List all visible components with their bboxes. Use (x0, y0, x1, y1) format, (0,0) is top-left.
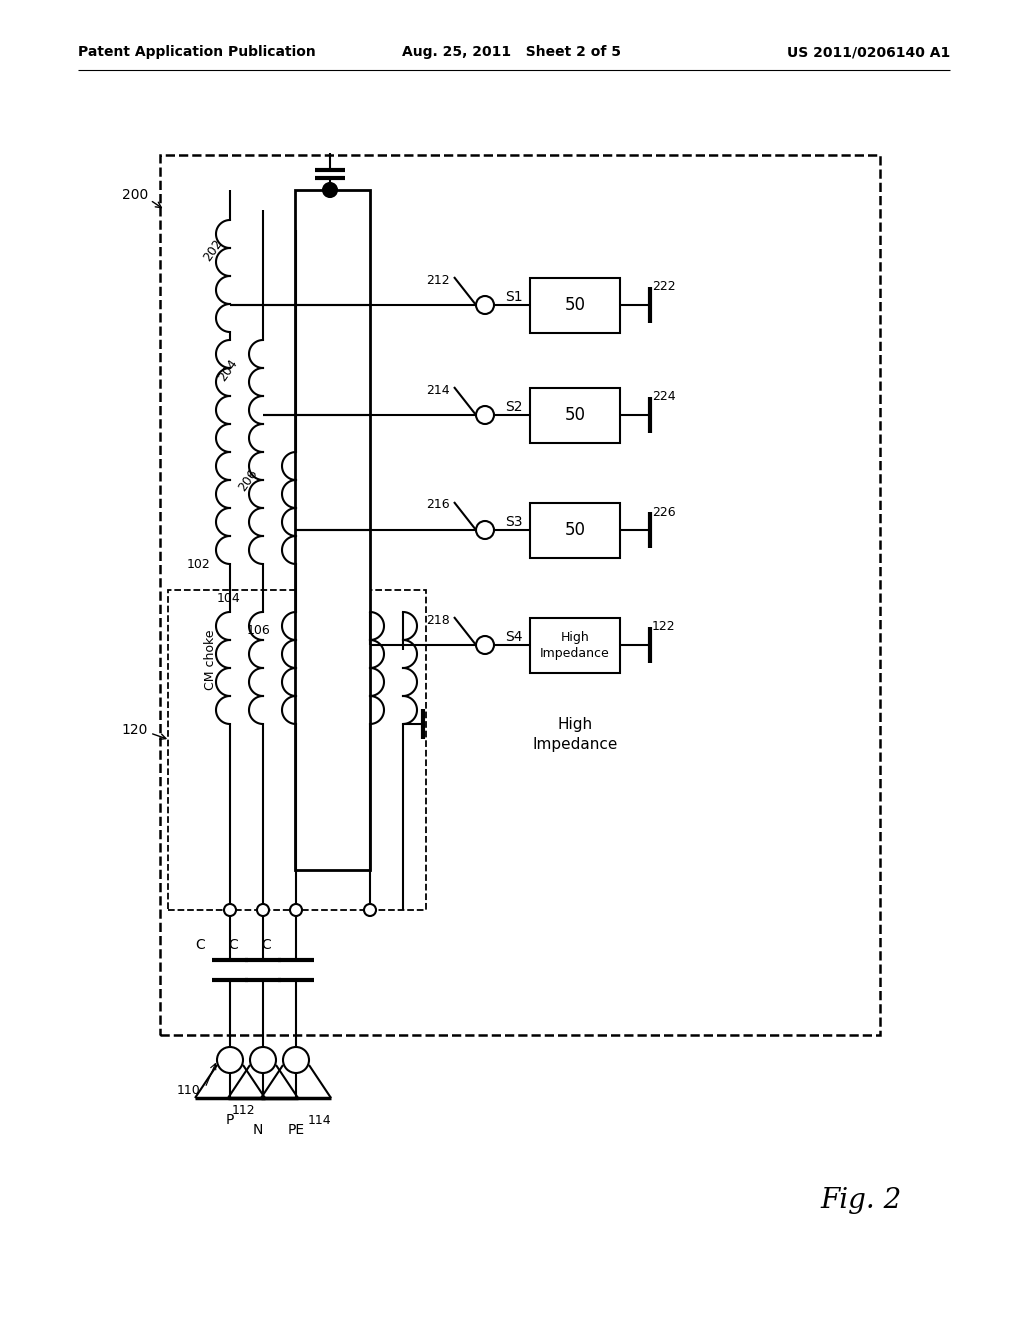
Circle shape (476, 636, 494, 653)
Text: 110: 110 (176, 1084, 200, 1097)
Text: 120: 120 (122, 723, 148, 737)
Text: 50: 50 (564, 296, 586, 314)
Text: 50: 50 (564, 521, 586, 539)
Text: Fig. 2: Fig. 2 (820, 1187, 901, 1213)
Text: 104: 104 (216, 591, 240, 605)
Text: Patent Application Publication: Patent Application Publication (78, 45, 315, 59)
Circle shape (364, 904, 376, 916)
Text: 214: 214 (426, 384, 450, 396)
Bar (168, 590, 426, 909)
Text: 102: 102 (186, 558, 210, 572)
Text: Impedance: Impedance (532, 738, 617, 752)
Text: CM choke: CM choke (204, 630, 216, 690)
Text: 122: 122 (652, 620, 676, 634)
Text: 112: 112 (231, 1104, 255, 1117)
Text: S2: S2 (505, 400, 522, 414)
Text: Impedance: Impedance (540, 647, 610, 660)
Circle shape (224, 904, 236, 916)
Text: US 2011/0206140 A1: US 2011/0206140 A1 (786, 45, 950, 59)
Text: 212: 212 (426, 273, 450, 286)
Text: C: C (261, 939, 271, 952)
Text: 226: 226 (652, 506, 676, 519)
Text: 218: 218 (426, 614, 450, 627)
Text: 202: 202 (201, 236, 225, 264)
Text: C: C (196, 939, 205, 952)
Circle shape (250, 1047, 276, 1073)
Text: 206: 206 (236, 466, 260, 494)
Circle shape (290, 904, 302, 916)
Text: High: High (557, 718, 593, 733)
Circle shape (476, 407, 494, 424)
Circle shape (476, 296, 494, 314)
Text: 216: 216 (426, 499, 450, 511)
Bar (530, 503, 620, 558)
Text: High: High (560, 631, 590, 644)
Text: 222: 222 (652, 281, 676, 293)
Text: 106: 106 (246, 623, 270, 636)
Text: S3: S3 (505, 515, 522, 529)
Text: S1: S1 (505, 290, 522, 304)
Bar (530, 279, 620, 333)
Text: S4: S4 (505, 630, 522, 644)
Text: 50: 50 (564, 407, 586, 424)
Text: 114: 114 (308, 1114, 332, 1126)
Circle shape (476, 521, 494, 539)
Text: N: N (253, 1123, 263, 1137)
Text: C: C (228, 939, 238, 952)
Circle shape (217, 1047, 243, 1073)
Text: PE: PE (288, 1123, 304, 1137)
Text: 200: 200 (122, 187, 148, 202)
Text: Aug. 25, 2011   Sheet 2 of 5: Aug. 25, 2011 Sheet 2 of 5 (402, 45, 622, 59)
Bar (295, 190, 370, 870)
Circle shape (323, 183, 337, 197)
Bar (530, 618, 620, 673)
Circle shape (283, 1047, 309, 1073)
Text: P: P (226, 1113, 234, 1127)
Text: 204: 204 (216, 356, 240, 383)
Text: 224: 224 (652, 391, 676, 404)
Bar (530, 388, 620, 444)
Bar (160, 154, 880, 1035)
Circle shape (257, 904, 269, 916)
